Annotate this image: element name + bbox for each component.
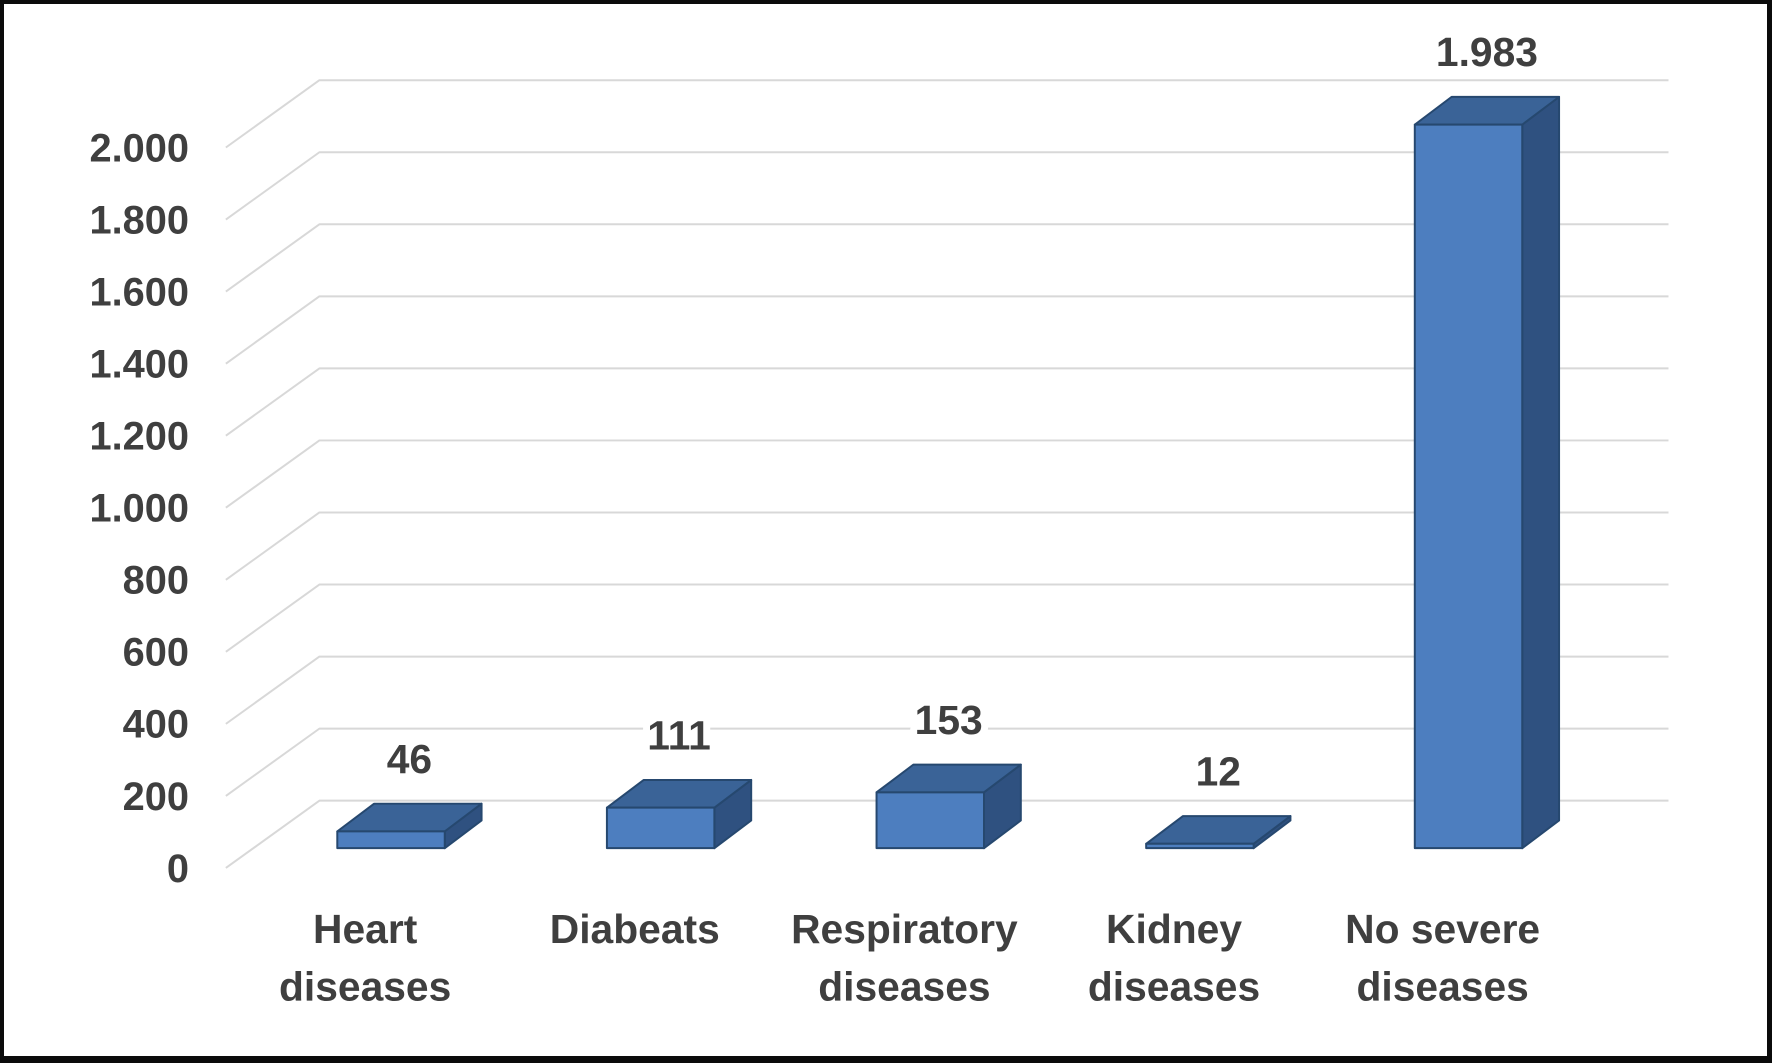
bar-kidney-diseases — [1145, 815, 1292, 850]
y-tick-200: 200 — [123, 775, 189, 819]
bar-diabeats — [605, 778, 753, 850]
category-label-diabeats: Diabeats — [550, 906, 720, 952]
y-tick-400: 400 — [123, 703, 189, 747]
chart-canvas: 46 111 153 12 1.983 0 200 400 600 800 1.000 1.200 1.… — [89, 22, 1669, 1010]
bar-heart-diseases — [336, 802, 483, 850]
y-tick-0: 0 — [167, 847, 189, 891]
y-tick-1.000: 1.000 — [89, 487, 189, 531]
bar-top-face — [1145, 815, 1292, 845]
bar-front-face — [875, 791, 985, 850]
data-label-respiratory-diseases: 153 — [915, 697, 983, 743]
y-tick-1.200: 1.200 — [89, 415, 189, 459]
bar-side-face — [1521, 95, 1561, 850]
data-label-heart-diseases: 46 — [387, 736, 432, 782]
y-tick-1.400: 1.400 — [89, 343, 189, 387]
y-tick-600: 600 — [123, 631, 189, 675]
bar-front-face — [336, 830, 446, 850]
gridline-2.000 — [225, 79, 1669, 149]
y-tick-1.800: 1.800 — [89, 198, 189, 242]
gridline-1.200 — [225, 367, 1669, 437]
y-tick-1.600: 1.600 — [89, 271, 189, 315]
bar-front-face — [1145, 842, 1255, 850]
gridline-1.000 — [225, 439, 1669, 509]
bar-front-face — [1413, 123, 1524, 850]
gridline-600 — [225, 583, 1669, 653]
data-label-kidney-diseases: 12 — [1196, 749, 1241, 795]
gridline-200 — [225, 727, 1669, 797]
y-tick-2.000: 2.000 — [89, 126, 189, 170]
category-label-respiratory-diseases: Respiratory diseases — [791, 906, 1018, 1009]
y-tick-800: 800 — [123, 559, 189, 603]
data-label-no-severe-diseases: 1.983 — [1436, 29, 1538, 75]
data-label-diabeats: 111 — [647, 712, 711, 758]
gridline-1.400 — [225, 295, 1669, 365]
bar-no-severe-diseases — [1413, 95, 1561, 850]
gridline-400 — [225, 655, 1669, 725]
gridline-1.600 — [225, 223, 1669, 293]
bar-front-face — [605, 806, 716, 850]
category-label-no-severe-diseases: No severe diseases — [1345, 906, 1540, 1009]
gridline-1.800 — [225, 151, 1669, 221]
gridline-800 — [225, 511, 1669, 581]
category-label-heart-diseases: Heart diseases — [279, 906, 451, 1009]
gridline-0 — [225, 799, 1669, 869]
bar-respiratory-diseases — [875, 763, 1022, 850]
category-label-kidney-diseases: Kidney diseases — [1088, 906, 1260, 1009]
